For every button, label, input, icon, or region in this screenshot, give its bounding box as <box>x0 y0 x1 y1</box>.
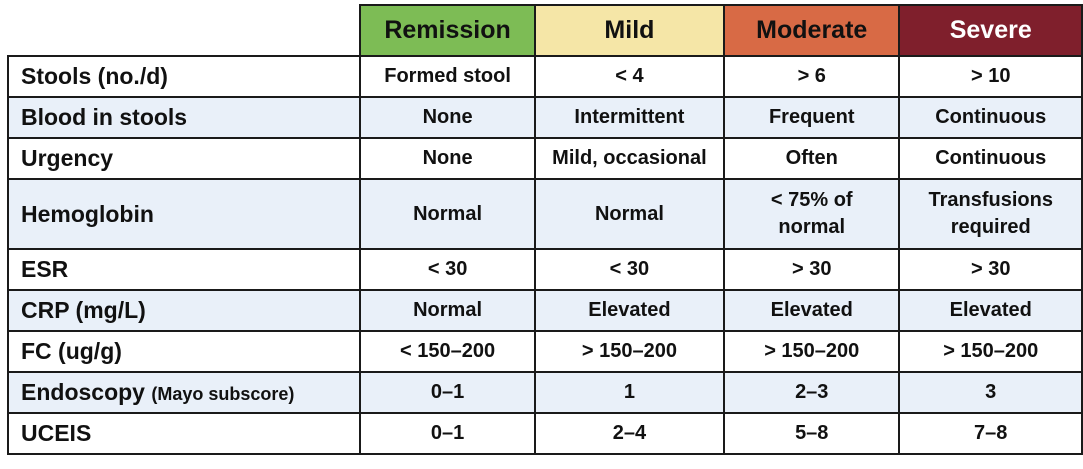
header-mild: Mild <box>533 4 726 57</box>
cell-severe: Continuous <box>898 96 1083 139</box>
cell-remission: None <box>359 137 536 180</box>
cell-remission: 0–1 <box>359 412 536 455</box>
row-label: Stools (no./d) <box>6 55 362 98</box>
cell-mild: Intermittent <box>533 96 726 139</box>
cell-mild: < 4 <box>533 55 726 98</box>
cell-mild: 1 <box>533 371 726 414</box>
table-row: CRP (mg/L) Normal Elevated Elevated Elevated <box>6 289 1083 332</box>
row-label: CRP (mg/L) <box>6 289 362 332</box>
row-label: Endoscopy (Mayo subscore) <box>6 371 362 414</box>
cell-remission: None <box>359 96 536 139</box>
cell-mild: Elevated <box>533 289 726 332</box>
cell-moderate: Frequent <box>723 96 901 139</box>
cell-mild: Mild, occasional <box>533 137 726 180</box>
row-label-text: UCEIS <box>21 420 92 446</box>
table-row: Urgency None Mild, occasional Often Continuo… <box>6 137 1083 180</box>
table-row: Endoscopy (Mayo subscore) 0–1 1 2–3 3 <box>6 371 1083 414</box>
row-label-text: Blood in stools <box>21 104 188 130</box>
cell-moderate: 5–8 <box>723 412 901 455</box>
header-remission: Remission <box>359 4 536 57</box>
cell-mild: 2–4 <box>533 412 726 455</box>
row-label-text: ESR <box>21 256 69 282</box>
header-severe: Severe <box>898 4 1083 57</box>
table-row: ESR < 30 < 30 > 30 > 30 <box>6 248 1083 291</box>
cell-remission: Normal <box>359 289 536 332</box>
cell-mild: Normal <box>533 178 726 250</box>
cell-remission: 0–1 <box>359 371 536 414</box>
severity-table-container: Remission Mild Moderate Severe Stools (n… <box>6 4 1083 455</box>
row-label: Hemoglobin <box>6 178 362 250</box>
cell-moderate: < 75% of normal <box>723 178 901 250</box>
table-row: Hemoglobin Normal Normal < 75% of normal Tra… <box>6 178 1083 250</box>
cell-moderate: > 30 <box>723 248 901 291</box>
cell-moderate: Often <box>723 137 901 180</box>
cell-severe: 7–8 <box>898 412 1083 455</box>
cell-remission: < 150–200 <box>359 330 536 373</box>
cell-severe: > 30 <box>898 248 1083 291</box>
cell-severe: Transfusions required <box>898 178 1083 250</box>
cell-moderate: > 6 <box>723 55 901 98</box>
cell-severe: > 10 <box>898 55 1083 98</box>
row-label: ESR <box>6 248 362 291</box>
row-label: Urgency <box>6 137 362 180</box>
cell-severe: Continuous <box>898 137 1083 180</box>
header-moderate: Moderate <box>723 4 901 57</box>
cell-moderate: > 150–200 <box>723 330 901 373</box>
row-label: Blood in stools <box>6 96 362 139</box>
cell-moderate: 2–3 <box>723 371 901 414</box>
row-label-text: Urgency <box>21 145 114 171</box>
row-label-text: Hemoglobin <box>21 200 154 227</box>
cell-severe: > 150–200 <box>898 330 1083 373</box>
cell-moderate: Elevated <box>723 289 901 332</box>
cell-mild: > 150–200 <box>533 330 726 373</box>
table-row: Stools (no./d) Formed stool < 4 > 6 > 10 <box>6 55 1083 98</box>
severity-table: Remission Mild Moderate Severe Stools (n… <box>6 4 1083 455</box>
cell-mild: < 30 <box>533 248 726 291</box>
cell-severe: Elevated <box>898 289 1083 332</box>
row-label-text: FC (ug/g) <box>21 338 122 364</box>
header-row: Remission Mild Moderate Severe <box>8 4 1083 57</box>
cell-severe: 3 <box>898 371 1083 414</box>
cell-remission: Formed stool <box>359 55 536 98</box>
table-row: FC (ug/g) < 150–200 > 150–200 > 150–200 > 15… <box>6 330 1083 373</box>
row-label-subtext: (Mayo subscore) <box>151 384 295 404</box>
table-row: UCEIS 0–1 2–4 5–8 7–8 <box>6 412 1083 455</box>
row-label-text: Stools (no./d) <box>21 63 168 89</box>
cell-remission: < 30 <box>359 248 536 291</box>
corner-cell <box>8 5 360 56</box>
row-label: UCEIS <box>6 412 362 455</box>
row-label: FC (ug/g) <box>6 330 362 373</box>
row-label-text: Endoscopy <box>21 379 145 405</box>
table-row: Blood in stools None Intermittent Frequent C… <box>6 96 1083 139</box>
row-label-text: CRP (mg/L) <box>21 297 146 323</box>
cell-remission: Normal <box>359 178 536 250</box>
